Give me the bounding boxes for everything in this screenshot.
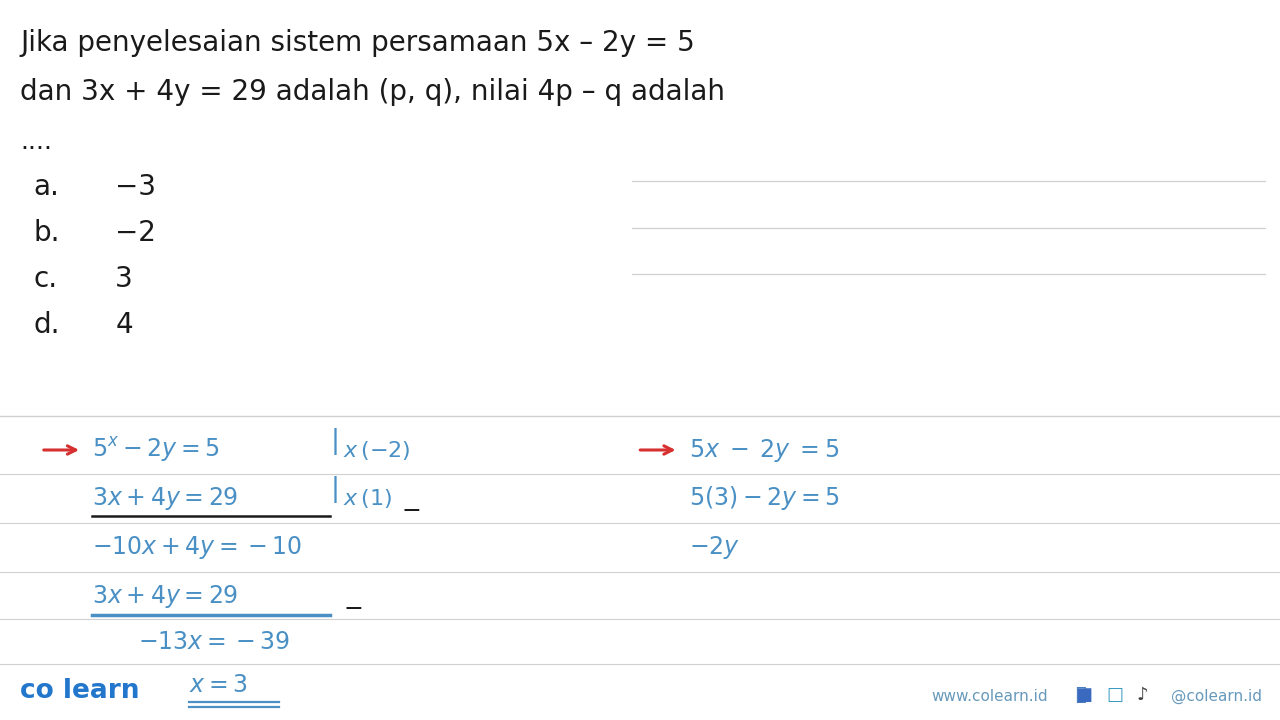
Text: $3x + 4y = 29$: $3x + 4y = 29$ [92, 485, 238, 512]
Text: $x\,(-2)$: $x\,(-2)$ [343, 438, 411, 462]
Text: $-2y$: $-2y$ [689, 534, 740, 561]
Text: ■: ■ [1075, 686, 1092, 704]
Text: $x\,(1)$: $x\,(1)$ [343, 487, 392, 510]
Text: |: | [330, 476, 339, 503]
Text: b.: b. [33, 219, 60, 247]
Text: $-10x + 4y = -10$: $-10x + 4y = -10$ [92, 534, 302, 561]
Text: 3: 3 [115, 265, 133, 293]
Text: $3x + 4y = 29$: $3x + 4y = 29$ [92, 582, 238, 610]
Text: 4: 4 [115, 311, 133, 339]
Text: $-$: $-$ [343, 595, 362, 619]
Text: ....: .... [20, 130, 52, 153]
Text: $5^x - 2y = 5$: $5^x - 2y = 5$ [92, 436, 220, 464]
Text: www.colearn.id: www.colearn.id [932, 689, 1048, 704]
Text: $-$: $-$ [401, 497, 420, 521]
Text: $-13x = -39$: $-13x = -39$ [138, 631, 291, 654]
Text: Jika penyelesaian sistem persamaan 5x – 2y = 5: Jika penyelesaian sistem persamaan 5x – … [20, 29, 695, 57]
Text: −3: −3 [115, 173, 156, 201]
Text: :  [1075, 686, 1085, 704]
Text: $5(3) - 2y = 5$: $5(3) - 2y = 5$ [689, 485, 840, 512]
Text: d.: d. [33, 311, 60, 339]
Text: c.: c. [33, 265, 58, 293]
Text: □: □ [1106, 686, 1123, 704]
Text: @colearn.id: @colearn.id [1171, 689, 1262, 704]
Text: $x = 3$: $x = 3$ [189, 674, 248, 697]
Text: a.: a. [33, 173, 59, 201]
Text: $5x\; -\; 2y\; =5$: $5x\; -\; 2y\; =5$ [689, 436, 838, 464]
Text: |: | [330, 428, 339, 455]
Text: ♪: ♪ [1137, 686, 1148, 704]
Text: −2: −2 [115, 219, 156, 247]
Text: dan 3x + 4y = 29 adalah (p, q), nilai 4p – q adalah: dan 3x + 4y = 29 adalah (p, q), nilai 4p… [20, 78, 726, 106]
Text: co learn: co learn [20, 678, 140, 704]
